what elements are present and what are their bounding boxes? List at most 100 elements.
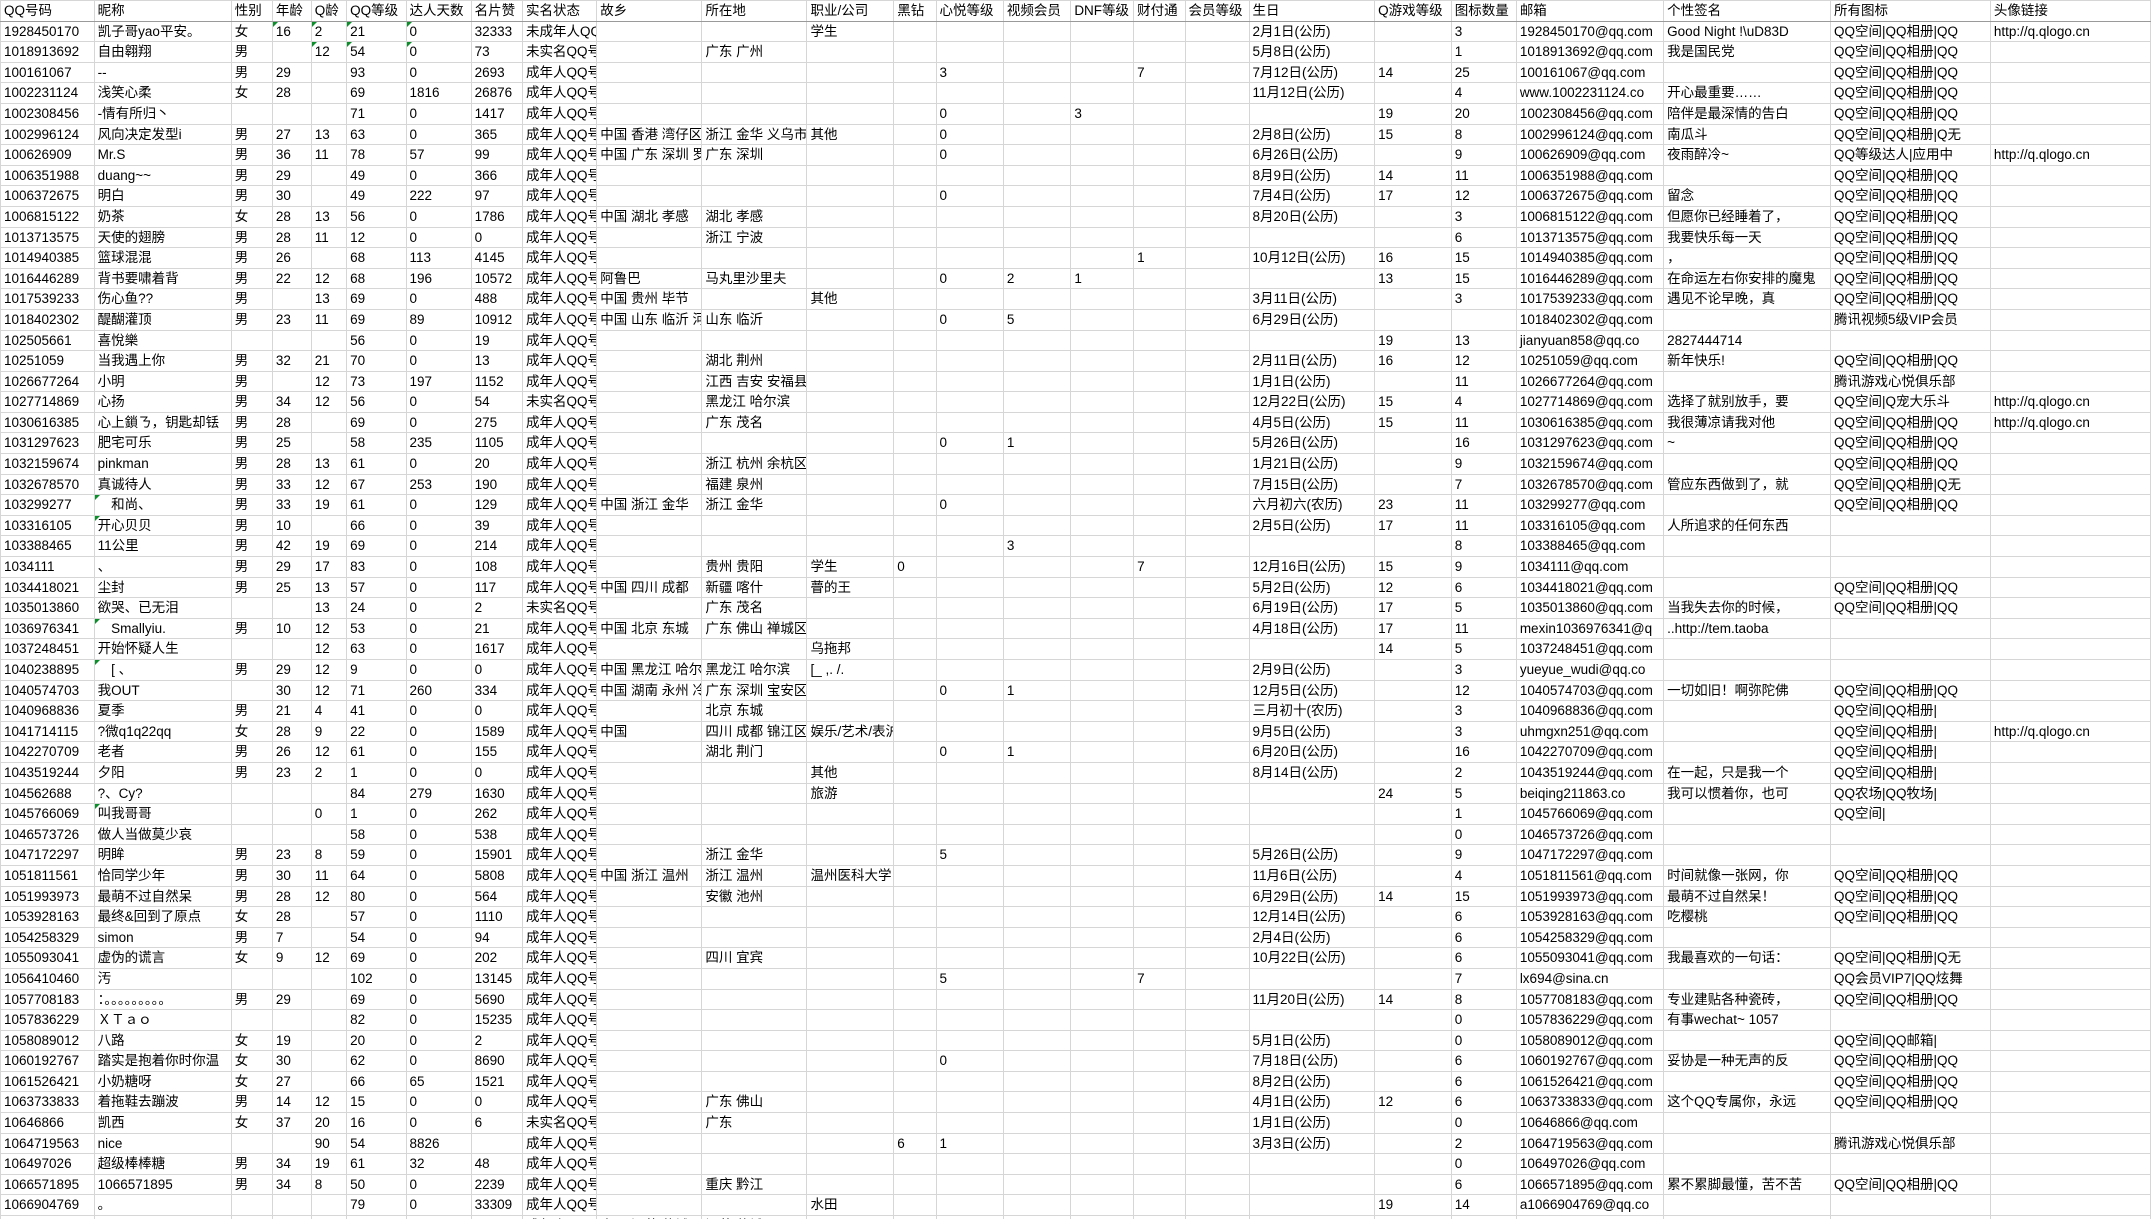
cell-qq[interactable]: 1018402302: [0, 308, 95, 331]
cell-gender[interactable]: 男: [230, 988, 273, 1011]
cell-signature[interactable]: 这个QQ专属你，永远: [1663, 1091, 1831, 1114]
cell-signature[interactable]: [1663, 1112, 1831, 1134]
cell-avatarlink[interactable]: [1989, 226, 2151, 249]
cell-dnf[interactable]: [1070, 1173, 1135, 1196]
cell-avatarlink[interactable]: [1989, 61, 2151, 84]
cell-avatarlink[interactable]: [1989, 700, 2151, 722]
cell-cardlike[interactable]: 366: [470, 164, 524, 187]
cell-age[interactable]: 36: [271, 144, 312, 166]
cell-location[interactable]: [701, 535, 808, 558]
cell-video[interactable]: [1002, 1194, 1072, 1217]
table-row[interactable]: 1035013860 欲哭、已无泪 13 24 0 2 未实名QQ号 广东 茂名 6月19日(公…: [0, 597, 2151, 619]
cell-heizuan[interactable]: [893, 1173, 937, 1196]
cell-age[interactable]: 25: [271, 576, 312, 599]
cell-qgame[interactable]: 13: [1374, 267, 1452, 290]
cell-birthday[interactable]: 3月11日(公历): [1248, 288, 1376, 310]
cell-darenday[interactable]: 0: [405, 20, 472, 43]
cell-qage[interactable]: 13: [310, 123, 348, 146]
cell-email[interactable]: 1045766069@qq.com: [1515, 803, 1665, 825]
cell-qq[interactable]: 103316105: [0, 514, 95, 537]
cell-dnf[interactable]: [1070, 885, 1135, 908]
cell-age[interactable]: 28: [271, 82, 312, 104]
cell-location[interactable]: [701, 1070, 808, 1093]
table-row[interactable]: 102505661 喜悅樂 56 0 19 成年人QQ号 19 13 jianyuan858@q…: [0, 329, 2151, 352]
cell-qgame[interactable]: 15: [1374, 391, 1452, 413]
cell-birthday[interactable]: 11月6日(公历): [1248, 864, 1376, 887]
cell-birthday[interactable]: [1248, 102, 1376, 125]
cell-hometown[interactable]: [596, 164, 703, 187]
column-header-job[interactable]: 职业/公司: [806, 0, 895, 22]
cell-job[interactable]: [806, 988, 895, 1011]
cell-qage[interactable]: [310, 823, 348, 846]
cell-avatarlink[interactable]: [1989, 597, 2151, 619]
cell-iconnum[interactable]: 9: [1450, 453, 1517, 475]
cell-qq[interactable]: 1040238895: [0, 659, 95, 681]
cell-avatarlink[interactable]: [1989, 535, 2151, 558]
cell-birthday[interactable]: 5月26日(公历): [1248, 432, 1376, 455]
cell-video[interactable]: [1002, 700, 1072, 722]
cell-allicons[interactable]: QQ空间|QQ相册|QQ: [1829, 41, 1991, 63]
cell-caifutong[interactable]: [1133, 41, 1186, 63]
cell-qlevel[interactable]: 63: [346, 123, 407, 146]
cell-email[interactable]: 106497026@qq.com: [1515, 1153, 1665, 1175]
cell-darenday[interactable]: 0: [405, 102, 472, 125]
cell-darenday[interactable]: 1816: [405, 82, 472, 104]
cell-darenday[interactable]: 0: [405, 741, 472, 763]
cell-video[interactable]: [1002, 556, 1072, 578]
cell-location[interactable]: [701, 761, 808, 784]
cell-viplevel[interactable]: [1184, 576, 1250, 599]
cell-birthday[interactable]: 12月16日(公历): [1248, 556, 1376, 578]
cell-allicons[interactable]: [1829, 617, 1991, 640]
cell-realname[interactable]: 成年人QQ号: [522, 844, 598, 866]
cell-qgame[interactable]: 14: [1374, 885, 1452, 908]
cell-realname[interactable]: 成年人QQ号: [522, 1050, 598, 1072]
cell-avatarlink[interactable]: [1989, 370, 2151, 393]
cell-qage[interactable]: 11: [310, 226, 348, 249]
cell-realname[interactable]: 成年人QQ号: [522, 659, 598, 681]
cell-email[interactable]: 1002996124@qq.com: [1515, 123, 1665, 146]
cell-job[interactable]: [806, 803, 895, 825]
cell-nick[interactable]: Mr.S: [93, 144, 232, 166]
cell-cardlike[interactable]: 129: [470, 494, 524, 516]
cell-dnf[interactable]: [1070, 1153, 1135, 1175]
cell-video[interactable]: [1002, 638, 1072, 660]
cell-video[interactable]: [1002, 1153, 1072, 1175]
cell-xinyue[interactable]: [935, 926, 1004, 949]
cell-gender[interactable]: 男: [230, 1153, 273, 1175]
cell-video[interactable]: [1002, 1050, 1072, 1072]
cell-qq[interactable]: 1006351988: [0, 164, 95, 187]
cell-heizuan[interactable]: [893, 1215, 937, 1219]
avatar-link[interactable]: http://q.qlogo.cn: [1993, 723, 2090, 739]
cell-cardlike[interactable]: 564: [470, 885, 524, 908]
cell-birthday[interactable]: 六月初六(农历): [1248, 494, 1376, 516]
cell-nick[interactable]: 当我遇上你: [93, 350, 232, 372]
cell-qage[interactable]: 12: [310, 1215, 348, 1219]
cell-qgame[interactable]: [1374, 1009, 1452, 1031]
cell-darenday[interactable]: 0: [405, 864, 472, 887]
cell-avatarlink[interactable]: [1989, 185, 2151, 207]
cell-allicons[interactable]: [1829, 556, 1991, 578]
cell-nick[interactable]: 叫我哥哥: [93, 803, 232, 825]
cell-darenday[interactable]: 0: [405, 1173, 472, 1196]
cell-signature[interactable]: 我可以惯着你，也可: [1663, 782, 1831, 805]
cell-heizuan[interactable]: 6: [893, 1132, 937, 1155]
cell-cardlike[interactable]: 8690: [470, 1050, 524, 1072]
cell-xinyue[interactable]: [935, 617, 1004, 640]
table-row[interactable]: 1043519244 夕阳男 23 2 1 0 0 成年人QQ号 其他 8月14日(公历) 2 104…: [0, 761, 2151, 784]
cell-iconnum[interactable]: 4: [1450, 82, 1517, 104]
cell-cardlike[interactable]: 10572: [470, 267, 524, 290]
cell-qgame[interactable]: [1374, 1050, 1452, 1072]
cell-job[interactable]: [806, 473, 895, 496]
cell-xinyue[interactable]: [935, 906, 1004, 928]
cell-qq[interactable]: 1014940385: [0, 247, 95, 269]
cell-qage[interactable]: 13: [310, 597, 348, 619]
cell-job[interactable]: [806, 1173, 895, 1196]
cell-allicons[interactable]: QQ等级达人|应用中: [1829, 144, 1991, 166]
table-row[interactable]: 1006351988 duang~~ 男 29 49 0 366 成年人QQ号 8月9日(公历)…: [0, 164, 2151, 187]
cell-email[interactable]: 10646866@qq.com: [1515, 1112, 1665, 1134]
cell-darenday[interactable]: 0: [405, 803, 472, 825]
cell-dnf[interactable]: [1070, 350, 1135, 372]
cell-realname[interactable]: 未实名QQ号: [522, 597, 598, 619]
cell-heizuan[interactable]: [893, 411, 937, 434]
cell-qlevel[interactable]: 24: [346, 597, 407, 619]
